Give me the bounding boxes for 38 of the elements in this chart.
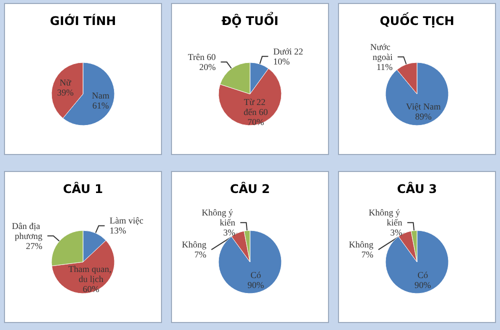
slice-label: Có (418, 270, 429, 280)
slice-label: Từ 22 đến 60 (244, 96, 268, 117)
slice-label: Nữ (60, 78, 72, 88)
chart-title: QUỐC TỊCH (380, 12, 454, 28)
data-label: 3% (223, 228, 236, 238)
slice-label: Không ý kiến (202, 208, 236, 228)
slice-label: Không ý kiến (368, 208, 403, 228)
slice-label: Tham quan, du lịch (68, 264, 114, 284)
slice-label: Không (348, 240, 374, 250)
slice-label: Nam (92, 90, 110, 100)
chart-title: CÂU 2 (230, 181, 270, 196)
slice-label: Dưới 22 (273, 46, 304, 56)
data-label: 13% (110, 226, 127, 236)
slice-label: Dân địa phương (12, 220, 43, 241)
chart-title: CÂU 1 (63, 181, 103, 196)
slice-label: Có (250, 270, 262, 280)
data-label: 7% (194, 250, 207, 260)
slice-label: Trên 60 (188, 52, 216, 62)
slice-label: Không (182, 240, 207, 250)
data-label: 60% (82, 284, 100, 294)
slice-label: Việt Nam (406, 102, 441, 112)
slice-label: Làm việc (110, 216, 144, 226)
chart-title: CÂU 3 (397, 181, 437, 196)
data-label: 11% (376, 62, 394, 72)
data-label: 39% (57, 88, 74, 98)
slice-label: Nước ngoài (370, 42, 394, 62)
data-label: 90% (414, 280, 432, 290)
data-label: 89% (415, 112, 432, 122)
data-label: 20% (199, 62, 216, 72)
data-label: 70% (248, 116, 265, 127)
data-label: 7% (361, 250, 374, 260)
data-label: 61% (92, 100, 110, 110)
data-label: 3% (390, 228, 403, 238)
data-label: 10% (273, 56, 290, 66)
data-label: 27% (26, 240, 43, 251)
data-label: 90% (248, 280, 265, 290)
chart-title: GIỚI TÍNH (50, 13, 116, 28)
chart-title: ĐỘ TUỔI (221, 11, 279, 28)
